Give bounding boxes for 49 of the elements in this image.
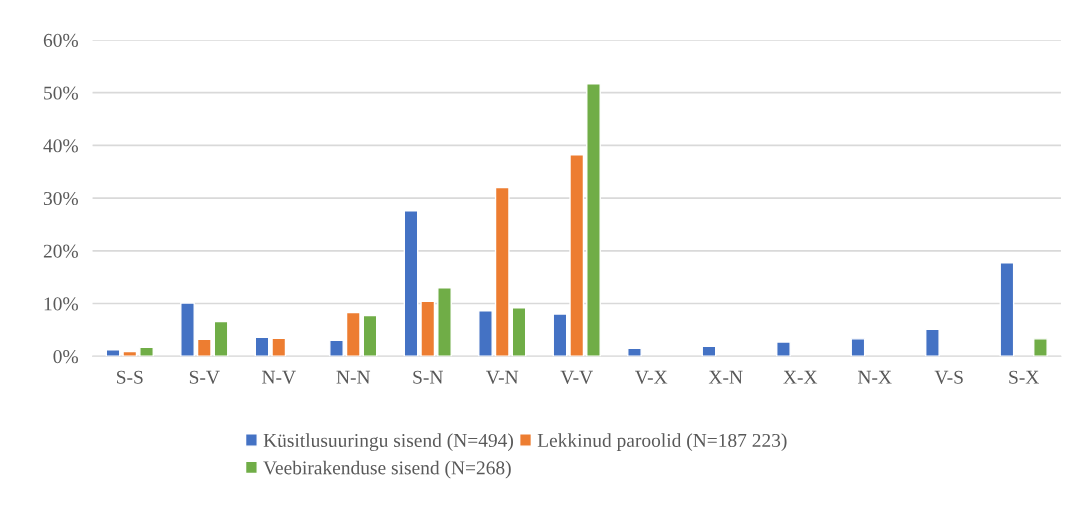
bar: [196, 338, 212, 357]
y-tick-label: 20%: [43, 244, 78, 258]
bar: [552, 313, 568, 357]
x-tick-label: S-V: [189, 370, 220, 384]
bar: [122, 350, 138, 357]
x-tick-label: V-S: [934, 370, 963, 384]
bar: [403, 210, 419, 357]
x-tick-label: N-V: [262, 370, 296, 384]
bar: [511, 307, 527, 357]
x-tick-label: V-X: [635, 370, 668, 384]
legend-label: Lekkinud paroolid (N=187 223): [537, 433, 787, 451]
bar: [776, 341, 791, 357]
y-tick-label: 40%: [43, 139, 78, 153]
bar: [180, 302, 195, 357]
x-tick-label: S-X: [1009, 370, 1039, 384]
y-tick-label: 50%: [44, 86, 78, 100]
bar: [925, 328, 940, 357]
bar: [494, 186, 510, 357]
x-tick-label: S-N: [413, 370, 443, 384]
legend-label: Küsitlusuuringu sisend (N=494): [263, 433, 513, 452]
bar: [586, 83, 601, 357]
y-tick-label: 0%: [53, 350, 78, 364]
bar: [569, 154, 585, 357]
bar: [999, 262, 1015, 357]
x-tick-label: S-S: [117, 370, 143, 384]
bar: [850, 338, 866, 357]
bar: [254, 336, 270, 357]
bar: [345, 311, 361, 357]
x-tick-label: N-N: [336, 370, 371, 384]
x-tick-label: X-N: [708, 370, 743, 384]
x-tick-label: V-V: [560, 370, 593, 384]
bar: [437, 287, 452, 357]
bar: [271, 337, 287, 357]
bar: [105, 349, 121, 357]
x-tick-label: X-X: [783, 370, 818, 384]
bar: [362, 314, 378, 357]
bar: [329, 339, 344, 357]
y-tick-label: 30%: [43, 191, 78, 206]
legend-label: Veebirakenduse sisend (N=268): [263, 460, 511, 479]
bar: [1033, 338, 1048, 357]
bar: [478, 310, 493, 357]
y-tick-label: 10%: [44, 297, 78, 311]
bar: [213, 320, 229, 357]
x-tick-label: V-N: [486, 370, 519, 384]
bar: [627, 347, 642, 357]
bar: [139, 346, 154, 357]
x-tick-label: N-X: [857, 370, 892, 384]
y-tick-label: 60%: [43, 33, 78, 47]
bar: [420, 300, 436, 357]
